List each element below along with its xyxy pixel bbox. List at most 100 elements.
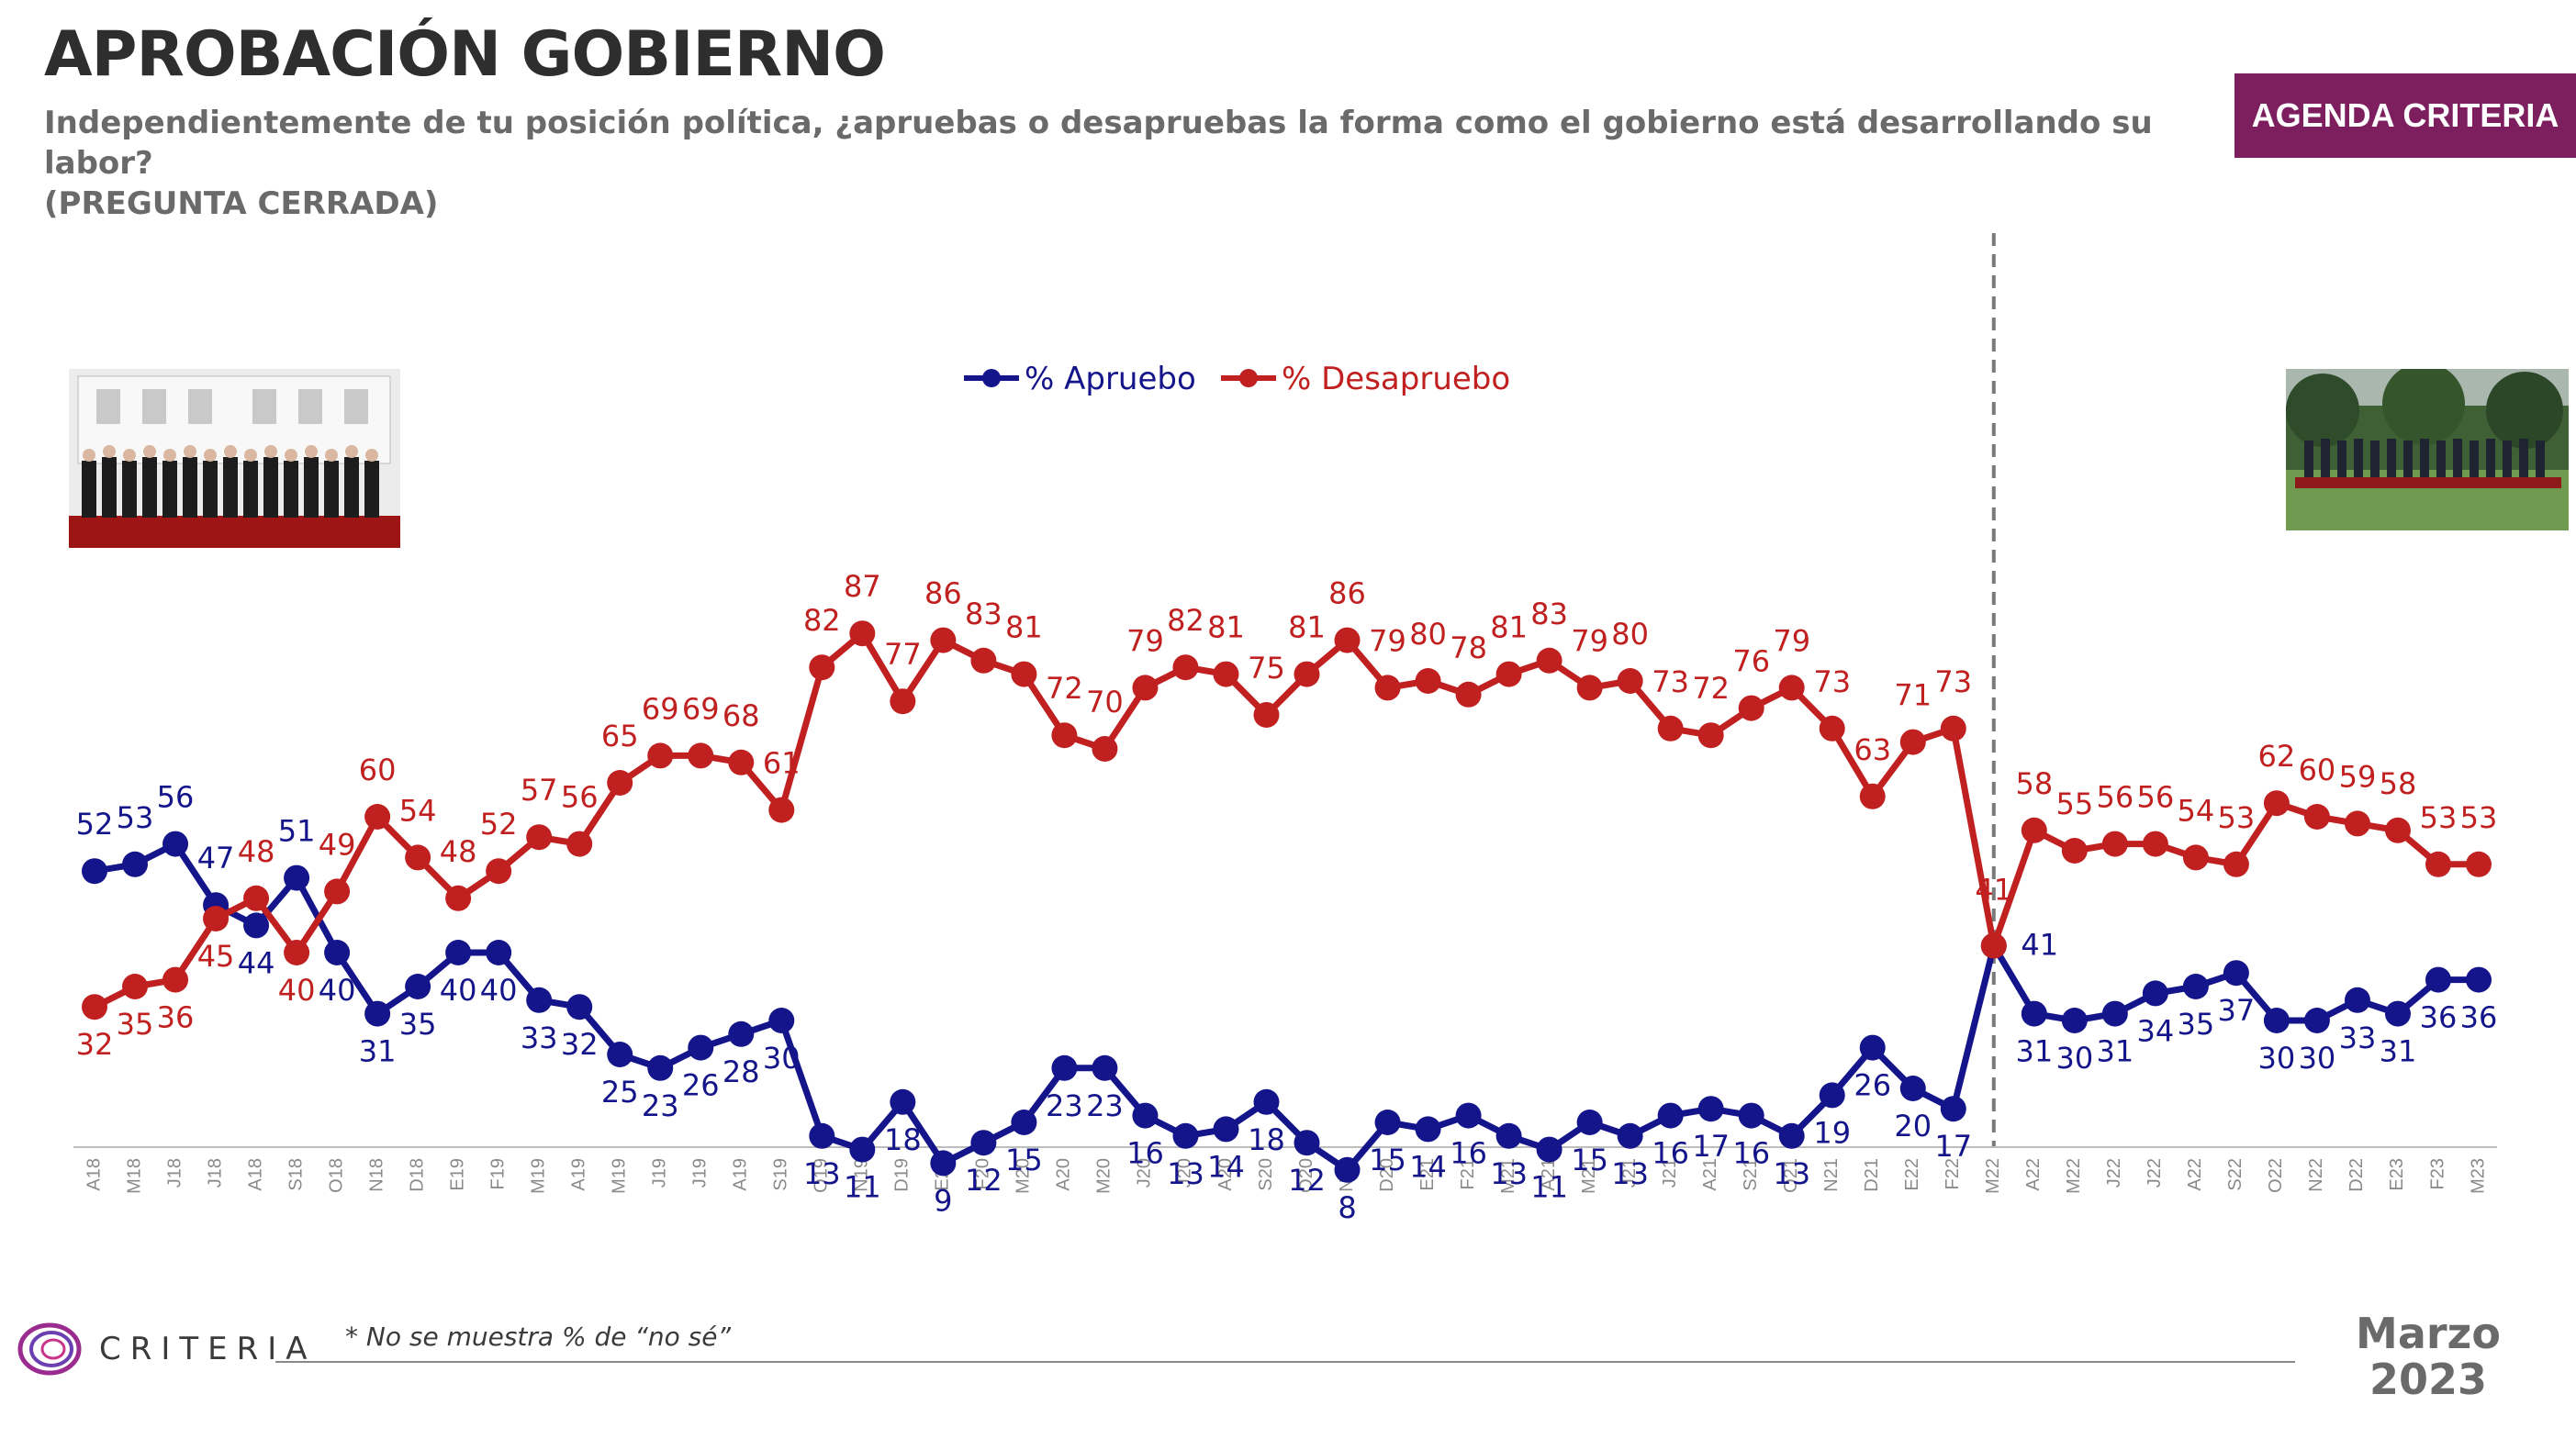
desapruebo-point: [82, 994, 107, 1021]
desapruebo-value-label: 63: [1854, 732, 1891, 767]
cabinet-photo-left-graphic: [69, 369, 400, 548]
apruebo-point: [1697, 1096, 1724, 1122]
x-tick-label: M19: [528, 1158, 548, 1194]
desapruebo-value-label: 86: [1328, 576, 1366, 611]
apruebo-value-label: 26: [682, 1068, 720, 1103]
page-title: APROBACIÓN GOBIERNO: [44, 18, 886, 91]
x-tick-label: J20: [1135, 1158, 1155, 1188]
desapruebo-point: [364, 804, 391, 830]
desapruebo-point: [1415, 668, 1441, 694]
apruebo-point: [2425, 966, 2451, 993]
desapruebo-point: [203, 906, 230, 931]
apruebo-value-label: 16: [1126, 1136, 1164, 1171]
criteria-logo: CRITERIA: [17, 1322, 317, 1377]
apruebo-point: [2263, 1008, 2290, 1033]
desapruebo-point: [324, 878, 351, 905]
x-tick-label: N22: [2306, 1158, 2326, 1192]
desapruebo-point: [890, 688, 916, 715]
apruebo-value-label: 26: [1854, 1068, 1891, 1103]
desapruebo-value-label: 54: [2178, 793, 2215, 828]
apruebo-point: [930, 1150, 957, 1177]
x-tick-label: S18: [286, 1158, 306, 1191]
apruebo-value-label: 36: [2420, 1000, 2458, 1035]
desapruebo-point: [1172, 654, 1199, 681]
apruebo-point: [566, 994, 593, 1021]
apruebo-value-label: 13: [1167, 1156, 1204, 1191]
x-tick-label: J22: [2145, 1158, 2165, 1188]
desapruebo-value-label: 53: [2460, 800, 2498, 835]
x-tick-label: M23: [2468, 1158, 2488, 1194]
apruebo-point: [2466, 966, 2492, 993]
x-tick-label: J18: [164, 1158, 185, 1188]
desapruebo-point: [2223, 851, 2249, 877]
desapruebo-point: [1213, 661, 1239, 687]
apruebo-point: [2384, 1000, 2411, 1027]
desapruebo-point: [1455, 681, 1482, 708]
desapruebo-value-label: 82: [803, 603, 841, 638]
desapruebo-value-label: 57: [521, 773, 558, 808]
apruebo-value-label: 40: [480, 973, 518, 1008]
x-tick-label: M19: [610, 1158, 630, 1194]
apruebo-point: [809, 1122, 835, 1149]
x-tick-label: O18: [326, 1158, 346, 1193]
footnote: * No se muestra % de “no sé”: [345, 1322, 731, 1352]
apruebo-point: [1092, 1054, 1118, 1081]
desapruebo-value-label: 56: [2137, 780, 2175, 815]
desapruebo-point: [849, 620, 876, 647]
desapruebo-point: [1778, 675, 1805, 701]
apruebo-point: [2223, 960, 2249, 987]
apruebo-point: [1334, 1156, 1361, 1183]
apruebo-point: [1455, 1102, 1482, 1129]
apruebo-value-label: 13: [803, 1156, 841, 1191]
desapruebo-point: [2142, 831, 2168, 857]
x-tick-label: A19: [731, 1158, 751, 1191]
apruebo-value-label: 17: [1692, 1129, 1730, 1164]
apruebo-value-label: 36: [2460, 1000, 2498, 1035]
x-tick-label: S19: [771, 1158, 791, 1191]
apruebo-point: [1051, 1054, 1078, 1081]
desapruebo-point: [768, 797, 795, 823]
x-tick-label: M21: [1498, 1158, 1518, 1194]
apruebo-point: [970, 1130, 997, 1156]
legend-swatch-dot: [982, 369, 1001, 387]
apruebo-point: [526, 987, 553, 1013]
apruebo-point: [2182, 974, 2209, 999]
apruebo-value-label: 56: [157, 780, 195, 815]
desapruebo-value-label: 55: [2055, 786, 2093, 821]
apruebo-point: [1294, 1130, 1320, 1156]
desapruebo-value-label: 61: [763, 746, 801, 781]
desapruebo-point: [970, 647, 997, 674]
desapruebo-point: [2466, 851, 2492, 877]
x-tick-label: A18: [245, 1158, 265, 1191]
x-tick-label: S22: [2225, 1158, 2246, 1191]
apruebo-value-label: 28: [722, 1054, 760, 1089]
apruebo-point: [768, 1008, 795, 1033]
apruebo-value-label: 33: [2339, 1021, 2377, 1055]
apruebo-point: [324, 940, 351, 965]
apruebo-value-label: 34: [2137, 1013, 2175, 1048]
desapruebo-value-label: 73: [1652, 664, 1689, 699]
report-date: Marzo 2023: [2332, 1311, 2525, 1402]
x-tick-label: J19: [690, 1158, 711, 1188]
x-tick-label: M21: [1579, 1158, 1599, 1194]
apruebo-value-label: 31: [359, 1034, 397, 1069]
x-tick-label: A21: [1539, 1158, 1559, 1191]
apruebo-point: [1778, 1122, 1805, 1149]
desapruebo-value-label: 54: [399, 793, 437, 828]
desapruebo-point: [930, 627, 957, 653]
subtitle: Independientemente de tu posición políti…: [44, 103, 2201, 224]
desapruebo-value-label: 73: [1813, 664, 1851, 699]
apruebo-value-label: 9: [934, 1183, 952, 1218]
apruebo-point: [1657, 1102, 1684, 1129]
question-text: Independientemente de tu posición políti…: [44, 105, 2153, 182]
report-month: Marzo: [2356, 1309, 2501, 1358]
desapruebo-point: [1859, 783, 1886, 809]
x-tick-label: J19: [650, 1158, 670, 1188]
desapruebo-point: [1940, 715, 1966, 742]
apruebo-value-label: 51: [278, 814, 316, 849]
desapruebo-point: [607, 770, 633, 796]
desapruebo-value-label: 58: [2380, 766, 2417, 801]
apruebo-point: [82, 858, 107, 885]
apruebo-point: [1253, 1088, 1280, 1115]
apruebo-value-label: 30: [2258, 1041, 2296, 1076]
